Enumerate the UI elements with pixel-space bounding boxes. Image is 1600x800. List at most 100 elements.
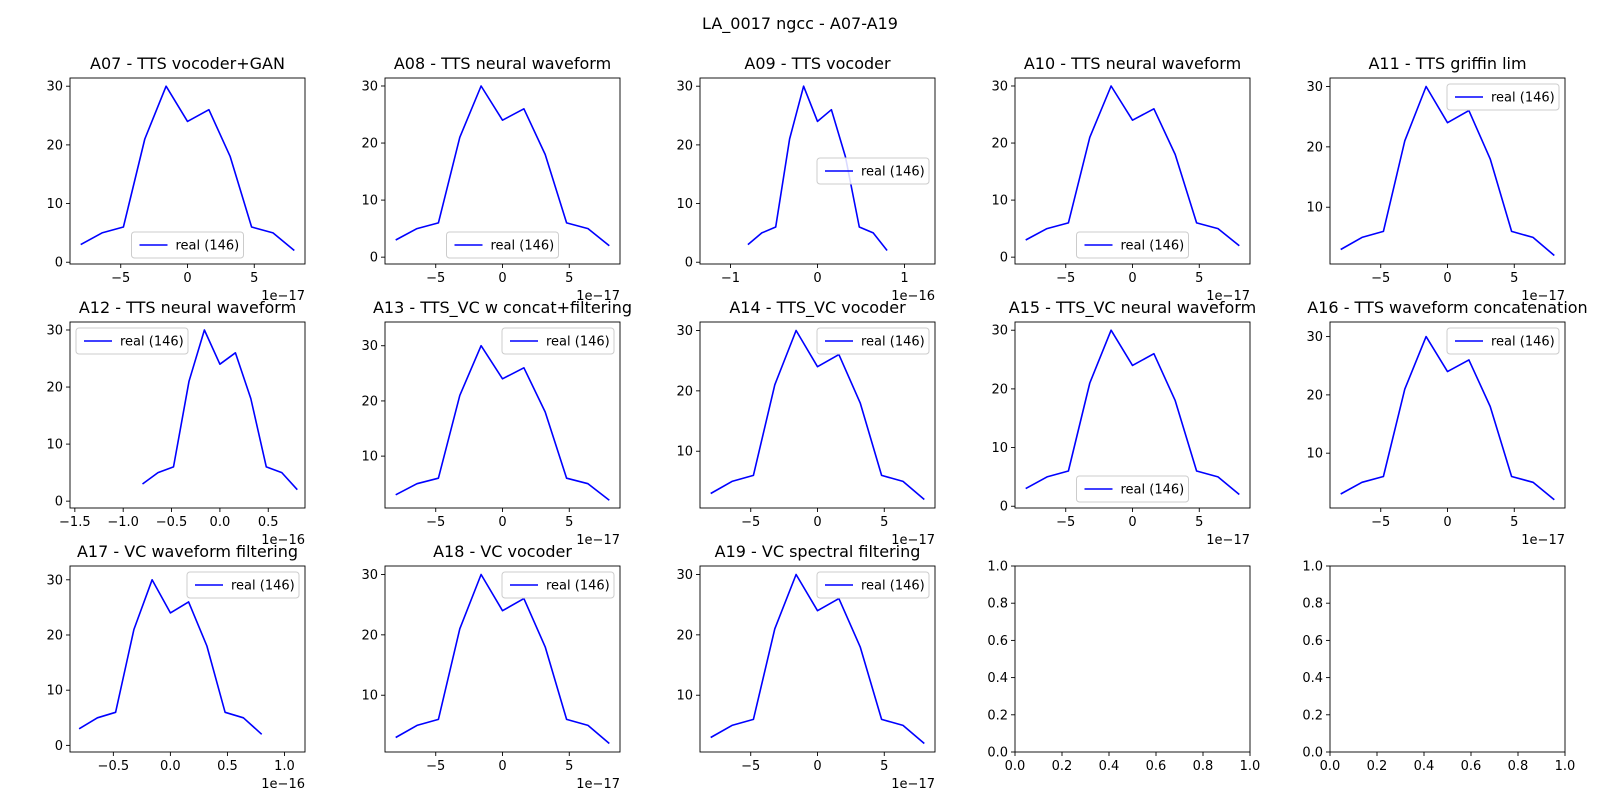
subplot-15: 0.0 0.2 0.4 0.6 0.8 1.0 0.0 0.2 0.4 0.6 0.8 1.0 — [1302, 560, 1575, 775]
y-tick-label: 0 — [55, 495, 63, 510]
y-tick-label: 0 — [1000, 251, 1008, 266]
y-tick-label: 10 — [361, 689, 378, 704]
legend: real (146) — [816, 571, 930, 599]
y-tick-label: 0.6 — [1302, 634, 1323, 649]
x-tick-label: 0 — [1443, 271, 1451, 286]
x-tick-label: −1.5 — [59, 515, 91, 530]
x-tick-label: 0.5 — [217, 759, 238, 774]
subplot-title: A18 - VC vocoder — [433, 542, 572, 561]
x-tick-label: 0.4 — [1414, 759, 1435, 774]
y-tick-label: 20 — [46, 138, 63, 153]
y-tick-label: 10 — [676, 445, 693, 460]
legend-label: real (146) — [176, 239, 240, 254]
y-tick-label: 10 — [676, 197, 693, 212]
x-tick-label: 5 — [250, 271, 258, 286]
x-tick-label: −1.0 — [107, 515, 139, 530]
y-tick-label: 30 — [46, 573, 63, 588]
x-tick-label: 0.8 — [1508, 759, 1529, 774]
x-tick-label: −5 — [1056, 515, 1075, 530]
y-tick-label: 30 — [676, 568, 693, 583]
legend-box — [816, 157, 930, 185]
y-tick-label: 30 — [991, 324, 1008, 339]
legend: real (146) — [1446, 327, 1560, 355]
x-tick-label: −5 — [426, 271, 445, 286]
subplot-title: A11 - TTS griffin lim — [1368, 54, 1526, 73]
legend-box — [75, 327, 189, 355]
y-tick-label: 20 — [1306, 140, 1323, 155]
axes-frame — [69, 565, 306, 753]
x-tick-label: 5 — [880, 759, 888, 774]
y-tick-label: 10 — [1306, 447, 1323, 462]
x-tick-label: 0 — [183, 271, 191, 286]
y-tick-label: 20 — [676, 384, 693, 399]
legend: real (146) — [186, 571, 300, 599]
x-tick-label: 0 — [813, 515, 821, 530]
x-tick-label: −1 — [721, 271, 740, 286]
y-tick-label: 10 — [676, 689, 693, 704]
x-tick-label: 5 — [1510, 515, 1518, 530]
y-tick-label: 30 — [1306, 330, 1323, 345]
series-line — [710, 329, 925, 501]
x-tick-label: 0.0 — [210, 515, 231, 530]
series-line — [395, 85, 610, 247]
legend-label: real (146) — [1491, 91, 1555, 106]
legend-box — [186, 571, 300, 599]
legend-label: real (146) — [861, 165, 925, 180]
legend: real (146) — [1076, 475, 1189, 503]
subplot-title: A15 - TTS_VC neural waveform — [1009, 298, 1256, 318]
y-tick-label: 20 — [361, 628, 378, 643]
series-line — [78, 578, 263, 735]
x-tick-label: 5 — [1195, 515, 1203, 530]
x-scale-label: 1e−17 — [576, 289, 620, 304]
legend-box — [501, 327, 615, 355]
x-tick-label: 0.2 — [1052, 759, 1073, 774]
axes-frame — [1014, 565, 1251, 753]
x-tick-label: 0.0 — [1005, 759, 1026, 774]
series-line — [1340, 85, 1555, 257]
y-tick-label: 0.4 — [1302, 671, 1323, 686]
x-tick-label: 1.0 — [1555, 759, 1576, 774]
x-scale-label: 1e−16 — [261, 777, 305, 792]
x-tick-label: 5 — [565, 515, 573, 530]
subplot-14: 0.0 0.2 0.4 0.6 0.8 1.0 0.0 0.2 0.4 0.6 0.8 1.0 — [987, 560, 1260, 775]
x-tick-label: −5 — [426, 515, 445, 530]
y-tick-label: 10 — [991, 441, 1008, 456]
y-tick-label: 10 — [991, 194, 1008, 209]
legend-label: real (146) — [1491, 335, 1555, 350]
legend-label: real (146) — [546, 579, 610, 594]
subplot-7: A13 - TTS_VC w concat+filtering −5 0 5 10 20 3… — [361, 298, 632, 548]
subplot-12: A18 - VC vocoder −5 0 5 10 20 30 1e−17 real (146… — [361, 542, 621, 792]
legend-label: real (146) — [546, 335, 610, 350]
subplot-title: A16 - TTS waveform concatenation — [1307, 298, 1587, 317]
axes-frame — [1329, 565, 1566, 753]
x-scale-label: 1e−16 — [261, 533, 305, 548]
legend-label: real (146) — [120, 335, 184, 350]
series-line — [395, 344, 610, 501]
x-tick-label: 5 — [1195, 271, 1203, 286]
x-tick-label: 0.2 — [1367, 759, 1388, 774]
x-tick-label: −5 — [741, 759, 760, 774]
subplot-title: A10 - TTS neural waveform — [1024, 54, 1241, 73]
x-tick-label: 5 — [880, 515, 888, 530]
y-tick-label: 0 — [1000, 500, 1008, 515]
x-tick-label: −5 — [1371, 515, 1390, 530]
y-tick-label: 10 — [361, 450, 378, 465]
x-tick-label: 0 — [498, 759, 506, 774]
legend-label: real (146) — [861, 335, 925, 350]
x-tick-label: −0.5 — [156, 515, 188, 530]
legend: real (146) — [131, 231, 244, 259]
subplot-title: A14 - TTS_VC vocoder — [729, 298, 906, 318]
x-tick-label: −5 — [111, 271, 130, 286]
x-scale-label: 1e−17 — [1206, 533, 1250, 548]
series-line — [1340, 335, 1555, 501]
x-tick-label: 0.0 — [160, 759, 181, 774]
x-tick-label: 1.0 — [274, 759, 295, 774]
x-tick-label: 0.6 — [1146, 759, 1167, 774]
legend-label: real (146) — [861, 579, 925, 594]
subplot-9: A15 - TTS_VC neural waveform −5 0 5 0 10 20 30 1… — [991, 298, 1256, 548]
x-tick-label: −0.5 — [98, 759, 130, 774]
x-tick-label: 5 — [565, 759, 573, 774]
y-tick-label: 0 — [685, 256, 693, 271]
y-tick-label: 1.0 — [987, 560, 1008, 575]
series-line — [395, 573, 610, 745]
